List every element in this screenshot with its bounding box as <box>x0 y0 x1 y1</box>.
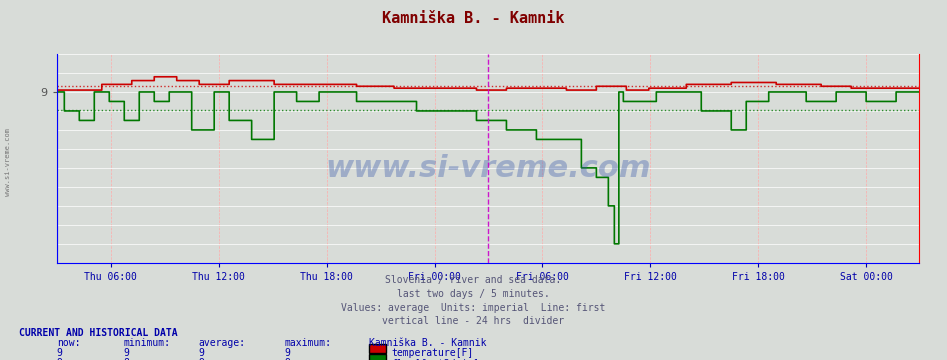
Text: Slovenia / river and sea data.: Slovenia / river and sea data. <box>385 275 562 285</box>
Text: last two days / 5 minutes.: last two days / 5 minutes. <box>397 289 550 299</box>
Text: minimum:: minimum: <box>123 338 170 348</box>
Text: 8: 8 <box>123 358 129 360</box>
Text: 9: 9 <box>57 358 63 360</box>
Text: 9: 9 <box>284 358 290 360</box>
Text: vertical line - 24 hrs  divider: vertical line - 24 hrs divider <box>383 316 564 327</box>
Text: flow[foot3/min]: flow[foot3/min] <box>391 358 479 360</box>
Text: Values: average  Units: imperial  Line: first: Values: average Units: imperial Line: fi… <box>341 303 606 313</box>
Text: CURRENT AND HISTORICAL DATA: CURRENT AND HISTORICAL DATA <box>19 328 178 338</box>
Text: www.si-vreme.com: www.si-vreme.com <box>325 154 651 183</box>
Text: 9: 9 <box>57 348 63 358</box>
Text: 9: 9 <box>199 358 205 360</box>
Text: temperature[F]: temperature[F] <box>391 348 474 358</box>
Text: 9: 9 <box>284 348 290 358</box>
Text: maximum:: maximum: <box>284 338 331 348</box>
Text: 9: 9 <box>123 348 129 358</box>
Text: now:: now: <box>57 338 80 348</box>
Text: Kamniška B. - Kamnik: Kamniška B. - Kamnik <box>369 338 487 348</box>
Text: www.si-vreme.com: www.si-vreme.com <box>5 128 10 196</box>
Text: Kamniška B. - Kamnik: Kamniška B. - Kamnik <box>383 11 564 26</box>
Text: 9: 9 <box>199 348 205 358</box>
Text: average:: average: <box>199 338 246 348</box>
